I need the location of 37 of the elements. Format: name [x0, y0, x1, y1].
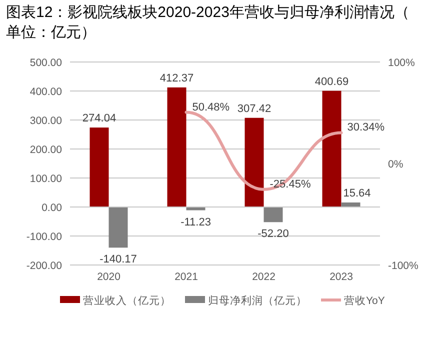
- bar: [186, 207, 206, 210]
- x-tick-label: 2020: [97, 271, 121, 283]
- data-label: 50.48%: [192, 101, 230, 114]
- y2-tick-label: 0%: [388, 158, 404, 170]
- y-tick-label: -200.00: [26, 260, 62, 272]
- data-label: -52.20: [258, 228, 289, 240]
- legend-label: 归母净利润（亿元）: [208, 294, 307, 307]
- data-label: -25.45%: [270, 178, 311, 190]
- data-label: 412.37: [160, 72, 194, 84]
- x-tick-label: 2023: [330, 271, 354, 283]
- bar: [167, 87, 186, 207]
- y-tick-label: 500.00: [30, 57, 62, 69]
- data-label: 30.34%: [347, 122, 385, 134]
- x-tick-label: 2022: [252, 271, 276, 283]
- data-label: 15.64: [343, 187, 371, 200]
- y-tick-label: -100.00: [26, 231, 62, 243]
- data-label: -11.23: [180, 216, 211, 228]
- data-label: 307.42: [237, 102, 272, 115]
- data-label: 274.04: [82, 112, 116, 125]
- bar: [244, 118, 264, 207]
- bar: [90, 128, 109, 207]
- title: 图表12：影视院线板块2020-2023年营收与归母净利润情况（单位：亿元）: [6, 4, 410, 41]
- y-tick-label: 400.00: [30, 86, 62, 98]
- bar: [264, 207, 283, 222]
- legend-label: 营收YoY: [344, 294, 385, 307]
- y-tick-label: 200.00: [30, 144, 62, 156]
- y-tick-label: 0.00: [42, 202, 62, 214]
- x-tick-label: 2021: [174, 271, 198, 283]
- data-label: -140.17: [100, 254, 137, 266]
- bar: [108, 207, 128, 248]
- data-label: 400.69: [314, 76, 349, 88]
- y-tick-label: 300.00: [30, 115, 62, 127]
- legend-label: 营业收入（亿元）: [83, 294, 171, 307]
- bar: [322, 90, 342, 207]
- y-tick-label: 100.00: [30, 173, 62, 185]
- y2-tick-label: 100%: [388, 57, 415, 69]
- y2-tick-label: -100%: [388, 260, 418, 272]
